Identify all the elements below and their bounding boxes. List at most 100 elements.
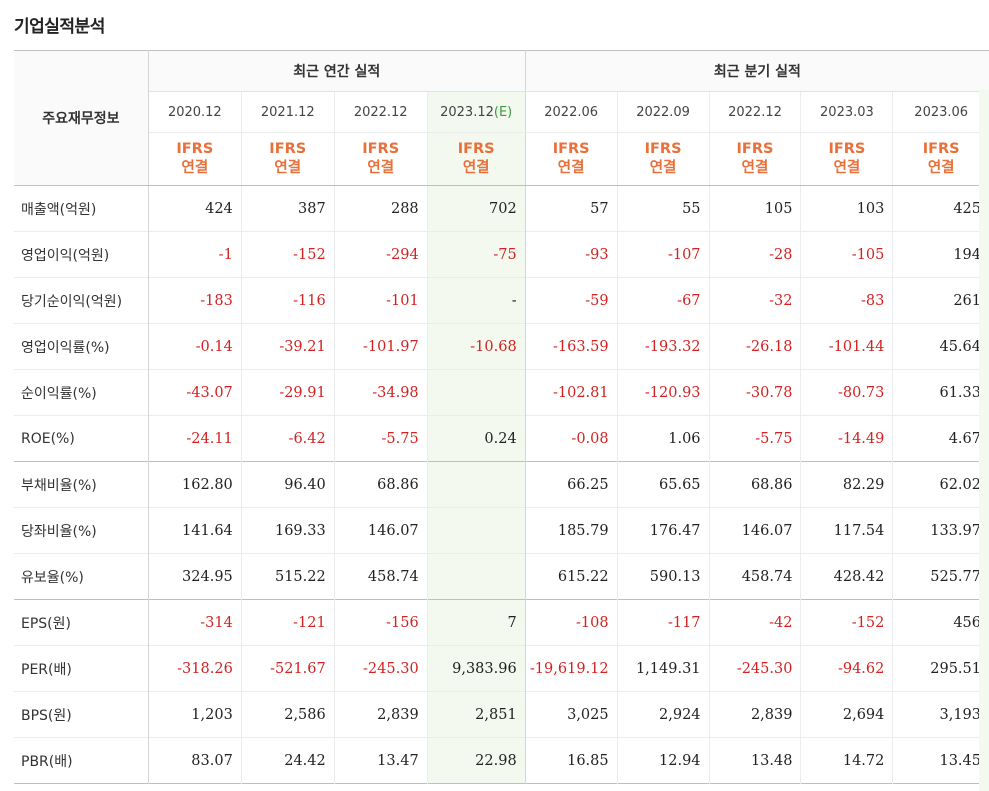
table-row: 유보율(%) 324.95 515.22 458.74 615.22 590.13 458.…	[14, 553, 989, 600]
standard-top: IFRS	[457, 141, 495, 157]
table-cell: 2,924	[617, 691, 710, 738]
row-label: EPS(원)	[14, 599, 149, 646]
table-row: PER(배) -318.26 -521.67 -245.30 9,383.96 -19,6…	[14, 645, 989, 692]
table-cell: -105	[800, 231, 894, 278]
table-cell: 55	[617, 185, 710, 232]
row-label: PBR(배)	[14, 737, 149, 784]
row-label: 매출액(억원)	[14, 185, 149, 232]
table-cell: 68.86	[709, 461, 802, 508]
table-cell: -30.78	[709, 369, 802, 416]
table-cell: 458.74	[709, 553, 802, 600]
table-cell: 702	[427, 185, 526, 232]
table-cell: -101.44	[800, 323, 894, 370]
table-cell: -34.98	[334, 369, 428, 416]
table-cell: 146.07	[709, 507, 802, 554]
table-cell: -245.30	[334, 645, 428, 692]
accounting-standard: IFRS 연결	[241, 132, 335, 186]
row-label: 부채비율(%)	[14, 461, 149, 508]
table-cell: 185.79	[525, 507, 618, 554]
table-cell: -152	[241, 231, 335, 278]
accounting-standard: IFRS 연결	[525, 132, 618, 186]
table-cell: 133.97	[930, 522, 981, 539]
table-cell: -5.75	[709, 415, 802, 462]
table-cell: -318.26	[148, 645, 242, 692]
annual-group-header: 최근 연간 실적	[148, 50, 526, 92]
table-cell	[427, 507, 526, 554]
table-row: PBR(배) 83.07 24.42 13.47 22.98 16.85 12.94 13.4…	[14, 737, 989, 784]
estimate-mark: (E)	[493, 104, 513, 120]
table-cell: -294	[334, 231, 428, 278]
scroll-edge	[979, 90, 989, 791]
table-cell: -28	[709, 231, 802, 278]
table-cell: -116	[241, 277, 335, 324]
table-cell: 425	[953, 200, 981, 217]
table-cell: 387	[241, 185, 335, 232]
table-cell: -26.18	[709, 323, 802, 370]
corner-label: 주요재무정보	[14, 50, 149, 186]
row-label: PER(배)	[14, 645, 149, 692]
table-cell: -67	[617, 277, 710, 324]
row-label: 당좌비율(%)	[14, 507, 149, 554]
table-cell: 9,383.96	[427, 645, 526, 692]
row-label: ROE(%)	[14, 415, 149, 462]
table-cell: 146.07	[334, 507, 428, 554]
table-cell: -19,619.12	[525, 645, 618, 692]
table-row: 매출액(억원) 424 387 288 702 57 55 105 103 425	[14, 185, 989, 232]
standard-top: IFRS	[362, 141, 400, 157]
table-cell: 105	[709, 185, 802, 232]
table-row: BPS(원) 1,203 2,586 2,839 2,851 3,025 2,924 2,83…	[14, 691, 989, 738]
table-cell: -163.59	[525, 323, 618, 370]
table-row: 영업이익(억원) -1 -152 -294 -75 -93 -107 -28 -105 194	[14, 231, 989, 278]
table-cell: 16.85	[525, 737, 618, 784]
table-cell: 3,193	[939, 706, 981, 723]
period-header: 2020.12	[148, 91, 242, 133]
standard-bottom: 연결	[833, 160, 861, 176]
row-label: 영업이익(억원)	[14, 231, 149, 278]
table-cell: 162.80	[148, 461, 242, 508]
table-cell: 4.67	[948, 430, 981, 447]
table-cell: -94.62	[800, 645, 894, 692]
table-cell: 1,149.31	[617, 645, 710, 692]
table-cell: 2,694	[800, 691, 894, 738]
period-label: 2022.06	[544, 104, 599, 120]
table-cell: 1,203	[148, 691, 242, 738]
period-header: 2023.12(E)	[427, 91, 526, 133]
table-cell	[427, 553, 526, 600]
table-cell: -80.73	[800, 369, 894, 416]
table-cell: 458.74	[334, 553, 428, 600]
financial-table: 주요재무정보 최근 연간 실적 최근 분기 실적 2020.12 2021.12 2…	[14, 50, 989, 784]
table-row: 당좌비율(%) 141.64 169.33 146.07 185.79 176.47 146…	[14, 507, 989, 554]
period-header: 2022.09	[617, 91, 710, 133]
table-cell: 57	[525, 185, 618, 232]
standard-bottom: 연결	[274, 160, 302, 176]
table-cell: -43.07	[148, 369, 242, 416]
table-cell: -0.14	[148, 323, 242, 370]
standard-bottom: 연결	[649, 160, 677, 176]
table-row: 부채비율(%) 162.80 96.40 68.86 66.25 65.65 68.86 82…	[14, 461, 989, 508]
table-cell: 12.94	[617, 737, 710, 784]
row-label: BPS(원)	[14, 691, 149, 738]
standard-top: IFRS	[736, 141, 774, 157]
standard-top: IFRS	[828, 141, 866, 157]
table-cell: 456	[953, 614, 981, 631]
table-cell: -32	[709, 277, 802, 324]
table-cell: -10.68	[427, 323, 526, 370]
table-cell: -75	[427, 231, 526, 278]
table-cell: -121	[241, 599, 335, 646]
table-cell: 14.72	[800, 737, 894, 784]
table-cell: -83	[800, 277, 894, 324]
row-label: 영업이익률(%)	[14, 323, 149, 370]
table-cell: 96.40	[241, 461, 335, 508]
table-cell: -120.93	[617, 369, 710, 416]
table-cell: -6.42	[241, 415, 335, 462]
table-cell: -152	[800, 599, 894, 646]
table-cell: 7	[427, 599, 526, 646]
table-cell: 103	[800, 185, 894, 232]
table-cell: -183	[148, 277, 242, 324]
period-label: 2022.12	[728, 104, 782, 120]
standard-top: IFRS	[269, 141, 307, 157]
table-cell: -107	[617, 231, 710, 278]
table-cell: 117.54	[800, 507, 894, 554]
table-cell: 525.77	[930, 568, 981, 585]
table-cell: -108	[525, 599, 618, 646]
